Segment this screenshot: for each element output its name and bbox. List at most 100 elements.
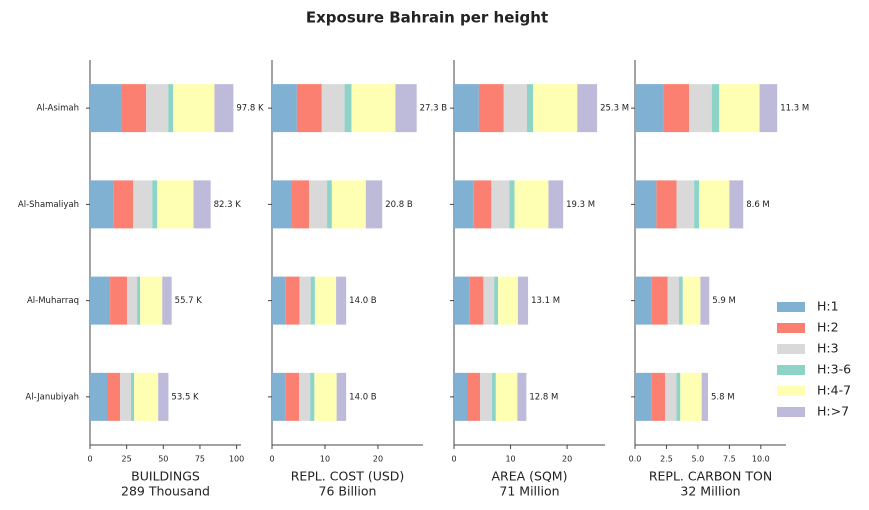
bar-segment [533,84,578,133]
x-axis-label: BUILDINGS [131,469,200,484]
bar-segment [327,180,332,229]
bar-segment [509,180,515,229]
bar-segment [90,372,108,421]
total-label: 5.8 M [711,392,735,402]
bar-segment [113,180,134,229]
total-label: 82.3 K [214,200,242,210]
bar-segment [336,372,347,421]
bar-segment [193,180,211,229]
bar-segment [351,84,396,133]
bar-segment [667,276,680,325]
bar-segment [514,180,549,229]
x-tick-label: 10.0 [752,455,770,464]
x-tick-label: 20 [373,455,383,464]
bar-segment [699,180,730,229]
x-tick-label: 100 [229,455,244,464]
legend-label: H:3 [817,341,839,356]
bar-segment [517,372,527,421]
x-axis-label: 76 Billion [319,484,377,499]
legend-swatch [777,344,805,354]
bar-segment [651,372,666,421]
x-tick-label: 0.0 [629,455,642,464]
total-label: 12.8 M [529,392,558,402]
bar-segment [110,276,128,325]
bar-segment [656,180,677,229]
x-tick-label: 0 [269,455,274,464]
legend-swatch [777,407,805,417]
total-label: 5.9 M [712,296,736,306]
bar-segment [467,372,481,421]
bar-segment [495,372,518,421]
bar-segment [454,372,468,421]
bar-segment [682,276,701,325]
total-label: 14.0 B [349,296,377,306]
bar-segment [285,276,300,325]
x-tick-label: 20 [562,455,572,464]
legend-swatch [777,302,805,312]
bar-segment [635,276,652,325]
bar-segment [321,84,345,133]
bar-segment [494,276,499,325]
bar-segment [478,84,504,133]
legend-label: H:2 [817,320,839,335]
x-tick-label: 0 [451,455,456,464]
x-tick-label: 2.5 [660,455,673,464]
bar-segment [676,372,681,421]
bar-segment [137,276,141,325]
bar-segment [491,180,510,229]
bar-segment [158,372,169,421]
total-label: 53.5 K [171,392,199,402]
bar-segment [694,180,700,229]
legend-label: H:>7 [817,404,849,419]
bar-segment [365,180,383,229]
bar-segment [314,372,337,421]
total-label: 25.3 M [600,104,629,114]
bar-segment [729,180,744,229]
x-tick-label: 10 [320,455,330,464]
bar-segment [503,84,527,133]
bar-segment [121,84,147,133]
bar-segment [310,276,315,325]
bar-segment [759,84,778,133]
bar-segment [309,180,328,229]
bar-segment [700,276,710,325]
legend-swatch [777,386,805,396]
legend-label: H:4-7 [817,383,851,398]
total-label: 13.1 M [531,296,560,306]
bar-segment [299,372,311,421]
bar-segment [310,372,315,421]
bar-segment [168,84,174,133]
bar-segment [90,84,122,133]
x-tick-label: 10 [505,455,515,464]
bar-segment [651,276,668,325]
x-tick-label: 7.5 [723,455,736,464]
total-label: 20.8 B [385,200,413,210]
bar-segment [454,180,474,229]
legend-label: H:3-6 [817,362,851,377]
bar-segment [689,84,712,133]
y-tick-label: Al-Shamaliyah [18,200,79,210]
x-axis-label: REPL. CARBON TON [649,469,772,484]
x-tick-label: 50 [158,455,168,464]
total-label: 27.3 B [420,104,448,114]
bar-segment [120,372,132,421]
bar-segment [480,372,492,421]
bar-segment [127,276,138,325]
bar-segment [173,84,215,133]
bar-segment [679,276,683,325]
bar-segment [291,180,310,229]
bar-segment [711,84,720,133]
total-label: 55.7 K [175,296,203,306]
x-axis-label: 32 Million [680,484,740,499]
x-tick-label: 25 [122,455,132,464]
bar-segment [296,84,322,133]
bar-segment [285,372,300,421]
bar-segment [548,180,564,229]
total-label: 8.6 M [746,200,770,210]
x-tick-label: 5.0 [692,455,705,464]
bar-segment [526,84,534,133]
bar-segment [272,372,286,421]
total-label: 14.0 B [349,392,377,402]
bar-segment [491,372,496,421]
y-tick-label: Al-Muharraq [27,296,79,306]
